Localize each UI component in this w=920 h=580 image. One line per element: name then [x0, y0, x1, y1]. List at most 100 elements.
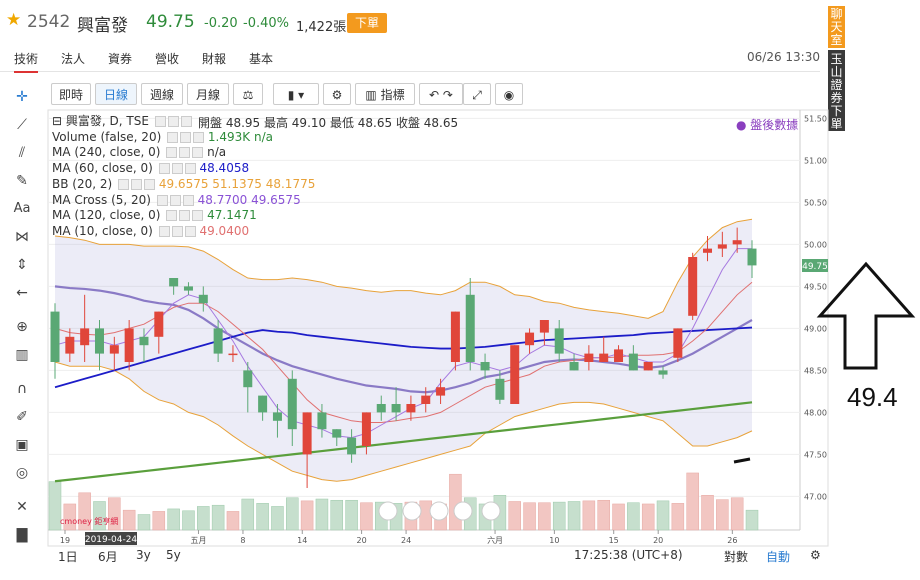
tools-icon[interactable]: ✕ — [16, 499, 28, 515]
legend-value: 1.493K n/a — [207, 129, 273, 144]
x-tick-label: 14 — [297, 536, 307, 545]
legend-row-bb[interactable]: BB (20, 2) 49.6575 51.1375 48.1775 — [52, 177, 315, 193]
broker-order-button[interactable]: 玉山證券下單 — [828, 50, 845, 131]
daily-button[interactable]: 日線 — [95, 83, 137, 105]
candle-body — [139, 336, 149, 346]
brush-icon[interactable]: ✎ — [16, 173, 28, 189]
x-tick-label: 15 — [609, 536, 619, 545]
volume-bar — [226, 511, 240, 531]
x-tick-label: 24 — [401, 536, 411, 545]
pattern-icon[interactable]: ⋈ — [15, 229, 29, 245]
legend-row-ma120[interactable]: MA (120, close, 0) 47.1471 — [52, 208, 315, 224]
volume-bar — [360, 502, 373, 531]
monthly-button[interactable]: 月線 — [187, 83, 229, 105]
gear-icon[interactable]: ⚙ — [810, 548, 821, 562]
undo-redo-icon[interactable]: ↶ ↷ — [419, 83, 463, 105]
range-3y[interactable]: 3y — [136, 548, 151, 562]
crosshair-icon[interactable]: ✛ — [16, 89, 28, 105]
weekly-button[interactable]: 週線 — [141, 83, 183, 105]
range-5y[interactable]: 5y — [166, 548, 181, 562]
y-tick-label: 48.50 — [804, 366, 827, 375]
candle-body — [302, 412, 312, 455]
legend-row-ma60[interactable]: MA (60, close, 0) 48.4058 — [52, 161, 315, 177]
hide-icon[interactable]: ◎ — [15, 465, 29, 481]
candle-body — [80, 328, 90, 346]
lock-icon[interactable]: ▣ — [15, 437, 29, 453]
volume-bar — [597, 499, 610, 531]
range-6m[interactable]: 6月 — [98, 550, 118, 564]
tab-basics[interactable]: 基本 — [249, 52, 274, 66]
legend-row-volume[interactable]: Volume (false, 20) 1.493K n/a — [52, 130, 315, 146]
volume-bar — [78, 492, 91, 531]
tab-financials[interactable]: 財報 — [202, 52, 227, 66]
camera-icon[interactable]: ◉ — [495, 83, 523, 105]
candle-body — [124, 328, 134, 362]
tab-institutional[interactable]: 法人 — [61, 52, 86, 66]
measure-icon[interactable]: ⇕ — [16, 257, 28, 273]
candle-body — [213, 328, 223, 354]
datetime: 06/26 13:30 — [747, 50, 820, 64]
volume-bar — [656, 500, 670, 531]
volume-bar — [211, 504, 225, 531]
log-scale-toggle[interactable]: 對數 — [724, 550, 749, 564]
drawing-tools: ✛ ⟋ ⫽ ✎ Aa ⋈ ⇕ ← ⊕ ▥ ∩ ✐ ▣ ◎ ✕ ▇ — [6, 80, 38, 550]
intraday-button[interactable]: 即時 — [51, 83, 91, 105]
y-tick-label: 47.00 — [804, 492, 827, 501]
trash-icon[interactable]: ▇ — [16, 527, 28, 543]
magnet-icon[interactable]: ∩ — [16, 381, 28, 397]
candle-type-icon[interactable]: ▮ ▾ — [273, 83, 319, 105]
volume-bar — [152, 511, 166, 531]
after-hours-link[interactable]: ● 盤後數據 — [736, 118, 799, 132]
indicator-legend: ⊟ 興富發, D, TSE Volume (false, 20) 1.493K … — [52, 114, 315, 240]
legend-row-ma240[interactable]: MA (240, close, 0) n/a — [52, 145, 315, 161]
tab-margin[interactable]: 資券 — [108, 52, 133, 66]
y-tick-label: 49.50 — [804, 282, 827, 291]
candle-body — [495, 378, 505, 400]
star-icon[interactable]: ★ — [6, 10, 22, 30]
volume-bar — [745, 509, 759, 531]
x-tick-label: 20 — [357, 536, 367, 545]
x-tick-label: 19 — [60, 536, 70, 545]
candle-body — [673, 328, 683, 358]
legend-row-macross[interactable]: MA Cross (5, 20) 48.7700 49.6575 — [52, 193, 315, 209]
x-tick-label: 10 — [549, 536, 559, 545]
legend-label: BB (20, 2) — [52, 176, 113, 191]
candle-body — [584, 353, 594, 362]
arrow-left-icon[interactable]: ← — [16, 285, 28, 301]
bb-band-fill — [55, 219, 752, 482]
zoom-controls[interactable] — [378, 501, 501, 521]
legend-row-ma10[interactable]: MA (10, close, 0) 49.0400 — [52, 224, 315, 240]
fib-icon[interactable]: ⫽ — [18, 145, 26, 161]
zoom-icon[interactable]: ⊕ — [16, 319, 28, 335]
indicators-button[interactable]: ▥ 指標 — [355, 83, 415, 105]
pencil-icon[interactable]: ✐ — [16, 409, 28, 425]
bars-icon[interactable]: ▥ — [15, 347, 29, 363]
annotation-value: 49.4 — [847, 382, 898, 412]
tab-technical[interactable]: 技術 — [14, 50, 39, 73]
fullscreen-icon[interactable]: ⤢ — [463, 83, 491, 105]
volume-bar — [256, 503, 269, 531]
text-icon[interactable]: Aa — [13, 201, 31, 216]
trendline-icon[interactable]: ⟋ — [17, 117, 27, 133]
auto-scale-toggle[interactable]: 自動 — [766, 550, 791, 564]
range-1d[interactable]: 1日 — [58, 550, 78, 564]
volume-bar — [300, 500, 314, 531]
candle-body — [450, 311, 460, 362]
price-change: -0.20 — [204, 16, 238, 31]
volume-bar — [716, 499, 729, 531]
chat-room-button[interactable]: 聊天室 — [828, 6, 845, 48]
candle-body — [717, 244, 727, 249]
settings-icon[interactable]: ⚙ — [323, 83, 351, 105]
candle-body — [539, 320, 549, 333]
y-tick-label: 50.00 — [804, 240, 827, 249]
scale-icon[interactable]: ⚖ — [233, 83, 263, 105]
tab-revenue[interactable]: 營收 — [155, 52, 180, 66]
candle-body — [169, 278, 179, 287]
y-tick-label: 47.50 — [804, 450, 827, 459]
order-button[interactable]: 下單 — [347, 13, 387, 33]
legend-label: MA (60, close, 0) — [52, 161, 153, 176]
volume-bar — [167, 508, 180, 531]
volume-bar — [641, 503, 655, 531]
volume-bar — [508, 501, 521, 531]
